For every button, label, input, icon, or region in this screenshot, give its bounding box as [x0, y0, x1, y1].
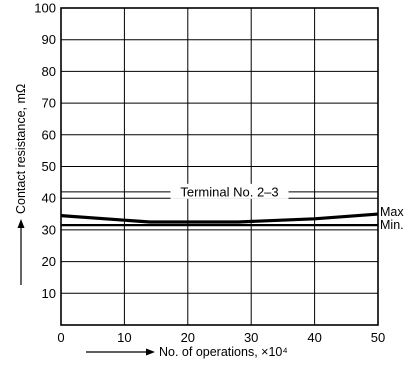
x-tick-label: 40 — [307, 330, 321, 345]
y-tick-label: 10 — [42, 286, 56, 301]
y-tick-label: 30 — [42, 222, 56, 237]
annotation-background — [170, 183, 289, 199]
y-tick-label: 60 — [42, 127, 56, 142]
y-tick-label: 80 — [42, 64, 56, 79]
x-tick-label: 30 — [244, 330, 258, 345]
annotation-terminal: Terminal No. 2–3 — [180, 184, 278, 199]
x-axis-title: No. of operations, ×10⁴ — [159, 345, 288, 359]
plot-frame — [60, 7, 379, 326]
x-tick-labels: 0 10 20 30 40 50 — [57, 330, 385, 345]
x-tick-label: 0 — [57, 330, 64, 345]
x-tick-label: 50 — [371, 330, 385, 345]
series-label-min: Min. — [380, 218, 404, 232]
y-tick-label: 90 — [42, 32, 56, 47]
x-tick-label: 20 — [181, 330, 195, 345]
y-tick-label: 50 — [42, 159, 56, 174]
grid — [60, 7, 379, 325]
y-tick-label: 100 — [34, 1, 56, 16]
y-axis-arrow — [17, 219, 25, 285]
y-tick-label: 70 — [42, 96, 56, 111]
y-axis-title: Contact resistance, mΩ — [14, 84, 28, 214]
series-line-max — [60, 212, 379, 224]
x-tick-label: 10 — [117, 330, 131, 345]
y-tick-label: 40 — [42, 191, 56, 206]
series-label-max: Max — [380, 205, 404, 219]
x-axis-arrow — [86, 348, 155, 356]
y-tick-labels: 10 20 30 40 50 60 70 80 90 100 — [34, 1, 56, 301]
y-tick-label: 20 — [42, 254, 56, 269]
